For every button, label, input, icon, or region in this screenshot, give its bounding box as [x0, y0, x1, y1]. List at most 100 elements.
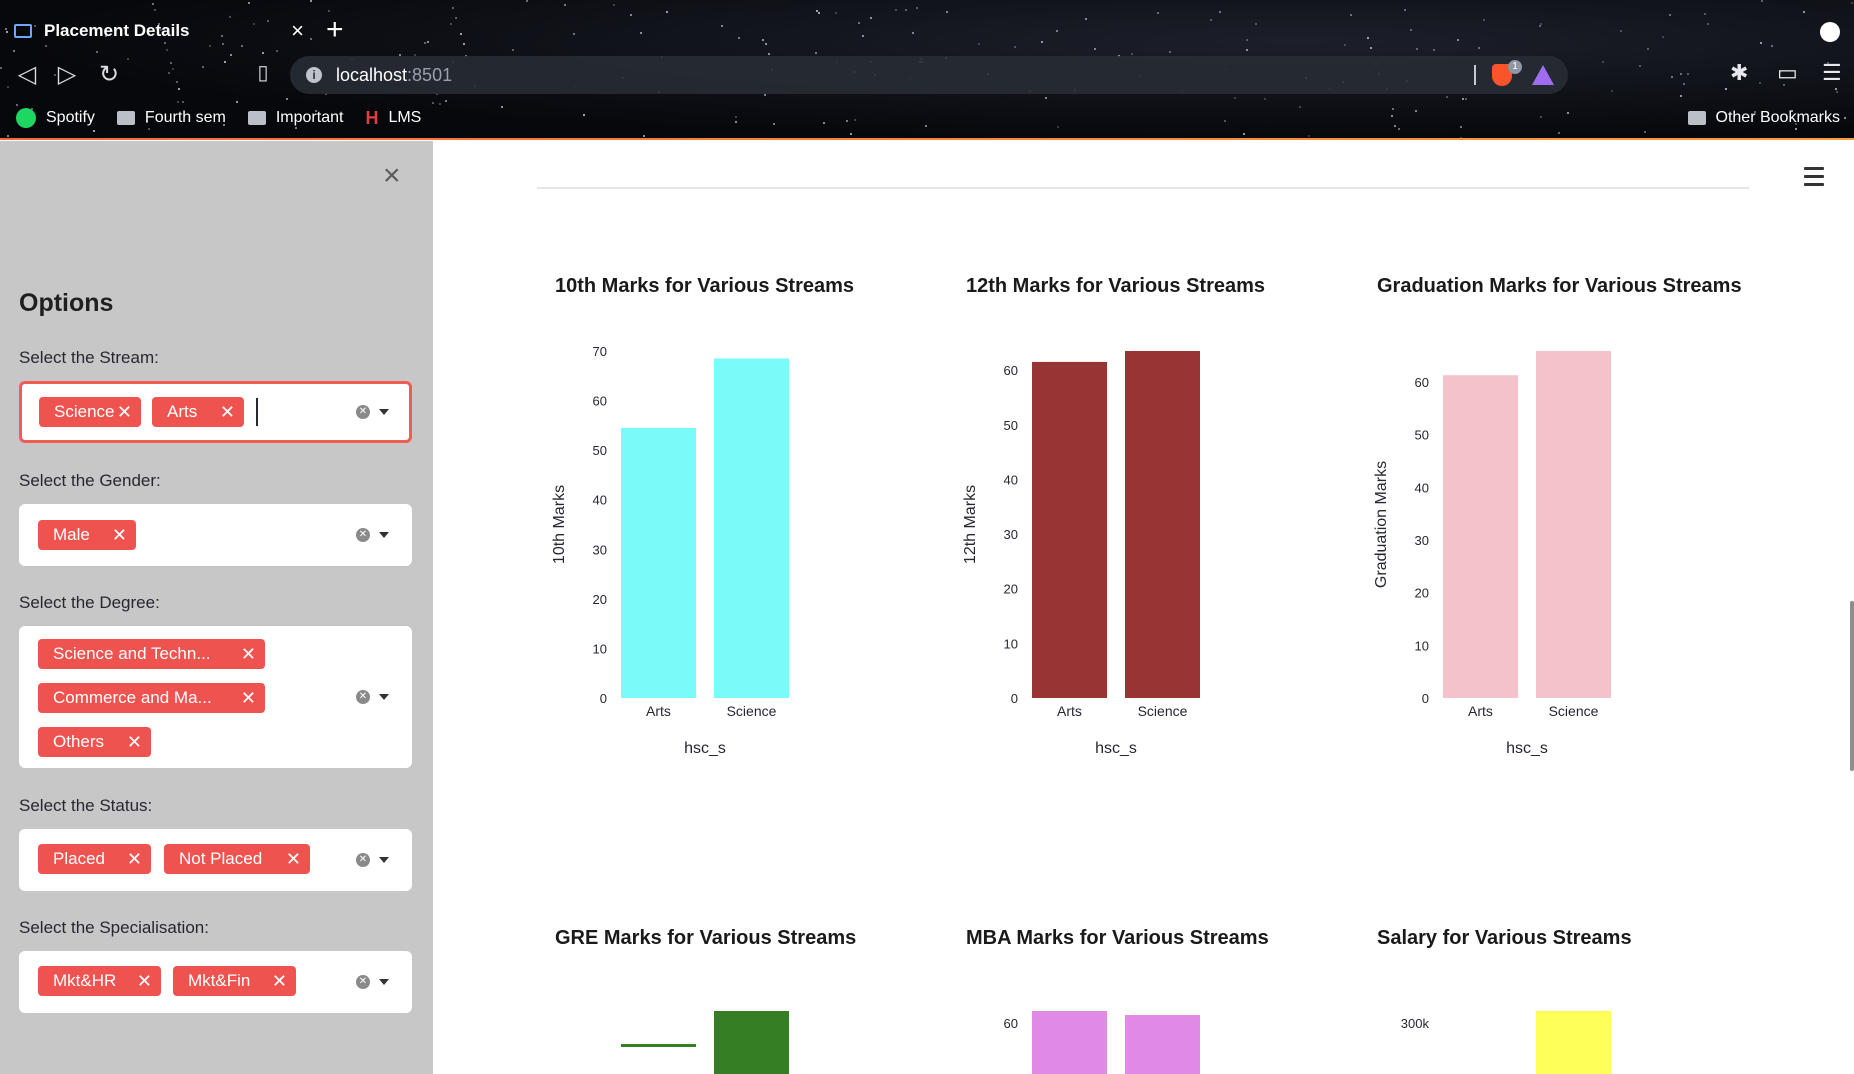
- x-tick-label: Arts: [646, 703, 671, 719]
- folder-icon: [1687, 111, 1706, 125]
- remove-chip-icon[interactable]: ✕: [285, 849, 301, 869]
- remove-chip-icon[interactable]: ✕: [111, 525, 127, 545]
- degree-chip[interactable]: Science and Techn... ✕: [38, 639, 265, 669]
- menu-icon[interactable]: ☰: [1822, 60, 1842, 85]
- specialisation-multiselect[interactable]: Mkt&HR ✕ Mkt&Fin ✕ ✕: [19, 951, 412, 1013]
- clear-all-icon[interactable]: ✕: [356, 528, 370, 542]
- remove-chip-icon[interactable]: ✕: [126, 849, 142, 869]
- forward-icon[interactable]: ▷: [57, 61, 77, 88]
- chip-label: Not Placed: [179, 849, 263, 868]
- hamburger-menu-icon[interactable]: [1804, 167, 1824, 191]
- gender-label: Select the Gender:: [19, 471, 161, 490]
- y-tick-label: 70: [593, 344, 607, 359]
- stream-multiselect[interactable]: Science ✕ Arts ✕ ✕: [19, 381, 412, 443]
- x-axis-label: hsc_s: [684, 740, 726, 757]
- y-tick-label: 0: [1422, 691, 1429, 706]
- x-tick-label: Science: [1549, 703, 1599, 719]
- remove-chip-icon[interactable]: ✕: [240, 688, 256, 708]
- bookmark-label: Important: [275, 109, 344, 126]
- gender-chip[interactable]: Male ✕: [38, 520, 136, 550]
- bookmark-spotify[interactable]: Spotify: [16, 108, 95, 128]
- chevron-down-icon[interactable]: [379, 694, 389, 700]
- bookmark-label: Spotify: [46, 109, 95, 126]
- bookmark-fourth-sem[interactable]: Fourth sem: [116, 109, 226, 127]
- degree-multiselect[interactable]: Science and Techn... ✕ Commerce and Ma..…: [19, 626, 412, 768]
- reload-icon[interactable]: ↻: [98, 61, 120, 88]
- status-chip[interactable]: Not Placed ✕: [164, 844, 310, 874]
- x-axis-label: hsc_s: [1095, 740, 1137, 757]
- chart-title: 10th Marks for Various Streams: [555, 275, 855, 297]
- x-tick-label: Arts: [1057, 703, 1082, 719]
- specialisation-chip[interactable]: Mkt&Fin ✕: [173, 966, 296, 996]
- sidebar: × Options Select the Stream: Science ✕ A…: [0, 141, 433, 1074]
- chip-label: Arts: [167, 402, 198, 421]
- remove-chip-icon[interactable]: ✕: [126, 732, 142, 752]
- shields-count-badge: 1: [1508, 60, 1522, 74]
- degree-chip[interactable]: Others ✕: [38, 727, 151, 757]
- scrollbar[interactable]: [1850, 601, 1854, 771]
- status-chip[interactable]: Placed ✕: [38, 844, 151, 874]
- clear-all-icon[interactable]: ✕: [356, 405, 370, 419]
- stream-chip[interactable]: Science ✕: [39, 397, 141, 427]
- bar: [1032, 361, 1107, 698]
- clear-all-icon[interactable]: ✕: [356, 975, 370, 989]
- chart-title: 12th Marks for Various Streams: [966, 275, 1266, 297]
- bookmarks-bar: Spotify Fourth sem Important H LMS Other…: [0, 100, 1854, 136]
- bar-chart-10th-marks: 0 10 20 30 40 50 60 70 Arts Science hsc_s 10th Mark…: [551, 344, 789, 757]
- new-tab-button[interactable]: +: [326, 13, 344, 46]
- stream-chip[interactable]: Arts ✕: [152, 397, 244, 427]
- site-info-icon[interactable]: i: [306, 67, 322, 83]
- y-tick-label: 10: [1004, 636, 1018, 651]
- main-content: 10th Marks for Various Streams 12th Mark…: [433, 141, 1854, 1074]
- wallet-icon[interactable]: ▭: [1777, 60, 1798, 85]
- clear-all-icon[interactable]: ✕: [356, 690, 370, 704]
- degree-chip[interactable]: Commerce and Ma... ✕: [38, 683, 265, 713]
- remove-chip-icon[interactable]: ✕: [240, 644, 256, 664]
- chip-label: Commerce and Ma...: [53, 688, 212, 707]
- bookmark-icon[interactable]: ▯: [257, 62, 269, 84]
- address-bar[interactable]: i localhost:8501 1: [290, 56, 1568, 94]
- y-tick-label: 50: [1004, 418, 1018, 433]
- extensions-icon[interactable]: ✱: [1730, 60, 1749, 85]
- bookmark-important[interactable]: Important: [247, 109, 344, 127]
- remove-chip-icon[interactable]: ✕: [271, 971, 287, 991]
- specialisation-chip[interactable]: Mkt&HR ✕: [38, 966, 161, 996]
- other-bookmarks[interactable]: Other Bookmarks: [1687, 100, 1840, 136]
- profile-icon[interactable]: [1820, 22, 1840, 42]
- chevron-down-icon[interactable]: [379, 532, 389, 538]
- brave-rewards-icon[interactable]: [1532, 65, 1554, 85]
- bar-chart-graduation-marks: 0 10 20 30 40 50 60 Arts Science hsc_s Graduation …: [1373, 351, 1611, 757]
- close-icon[interactable]: ×: [383, 159, 401, 192]
- stream-label: Select the Stream:: [19, 348, 159, 367]
- remove-chip-icon[interactable]: ✕: [136, 971, 152, 991]
- browser-tab[interactable]: Placement Details ×: [0, 8, 318, 54]
- chevron-down-icon[interactable]: [379, 857, 389, 863]
- bookmark-lms[interactable]: H LMS: [365, 108, 421, 129]
- y-axis-label: Graduation Marks: [1373, 461, 1390, 588]
- back-icon[interactable]: ◁: [17, 61, 37, 88]
- bar: [1125, 1015, 1200, 1074]
- chevron-down-icon[interactable]: [379, 409, 389, 415]
- chevron-down-icon[interactable]: [379, 979, 389, 985]
- y-tick-label: 30: [593, 542, 607, 557]
- chart-title: Salary for Various Streams: [1377, 927, 1632, 949]
- y-axis-label: 10th Marks: [551, 485, 568, 564]
- remove-chip-icon[interactable]: ✕: [219, 402, 235, 422]
- x-axis-label: hsc_s: [1506, 740, 1548, 757]
- y-tick-label: 60: [1415, 375, 1429, 390]
- status-multiselect[interactable]: Placed ✕ Not Placed ✕ ✕: [19, 829, 412, 891]
- folder-icon: [247, 111, 266, 125]
- y-tick-label: 60: [593, 394, 607, 409]
- y-tick-label: 300k: [1401, 1016, 1430, 1031]
- gender-multiselect[interactable]: Male ✕ ✕: [19, 504, 412, 566]
- brave-shields-icon[interactable]: [1492, 64, 1512, 86]
- x-tick-label: Science: [727, 703, 777, 719]
- bar: [1536, 1011, 1611, 1074]
- tab-close-icon[interactable]: ×: [291, 18, 304, 43]
- bar: [1125, 351, 1200, 698]
- laptop-icon: [14, 24, 32, 38]
- lms-icon: H: [365, 107, 379, 128]
- remove-chip-icon[interactable]: ✕: [116, 402, 132, 422]
- bar-chart-salary: 300k: [1401, 1011, 1611, 1074]
- clear-all-icon[interactable]: ✕: [356, 853, 370, 867]
